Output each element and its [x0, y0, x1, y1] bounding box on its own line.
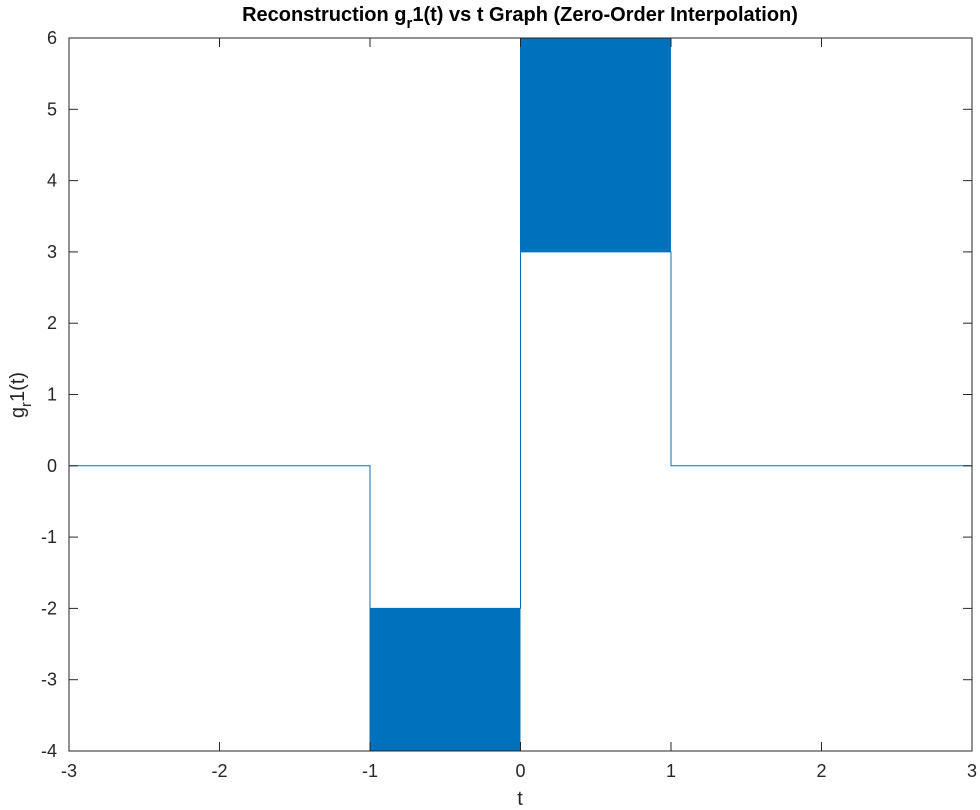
- x-tick-label: 1: [666, 761, 676, 781]
- ylabel-main: g: [7, 407, 29, 418]
- y-tick-label: 3: [47, 242, 57, 262]
- y-tick-label: -3: [41, 670, 57, 690]
- title-main: Reconstruction g: [242, 4, 406, 26]
- x-tick-label: -2: [211, 761, 227, 781]
- x-tick-label: 3: [967, 761, 977, 781]
- title-rest: 1(t) vs t Graph (Zero-Order Interpolatio…: [412, 4, 798, 26]
- x-tick-label: 0: [515, 761, 525, 781]
- x-tick-label: 2: [816, 761, 826, 781]
- ylabel-subscript: r: [18, 402, 35, 407]
- plot-content: [69, 37, 972, 752]
- y-tick-label: 0: [47, 456, 57, 476]
- y-tick-label: 2: [47, 313, 57, 333]
- y-tick-label: 5: [47, 99, 57, 119]
- y-tick-label: -2: [41, 598, 57, 618]
- ticks: [68, 37, 973, 752]
- x-tick-label: -3: [61, 761, 77, 781]
- title-subscript: r: [407, 15, 413, 32]
- ylabel-rest: 1(t): [7, 372, 29, 402]
- y-tick-label: -4: [41, 741, 57, 761]
- y-tick-label: -1: [41, 527, 57, 547]
- y-tick-label: 4: [47, 171, 57, 191]
- chart-title: Reconstruction gr1(t) vs t Graph (Zero-O…: [242, 4, 798, 32]
- x-axis-label: t: [517, 788, 523, 810]
- y-tick-label: 1: [47, 385, 57, 405]
- y-tick-label: 6: [47, 28, 57, 48]
- y-axis-label: gr1(t): [7, 372, 35, 418]
- x-tick-label: -1: [362, 761, 378, 781]
